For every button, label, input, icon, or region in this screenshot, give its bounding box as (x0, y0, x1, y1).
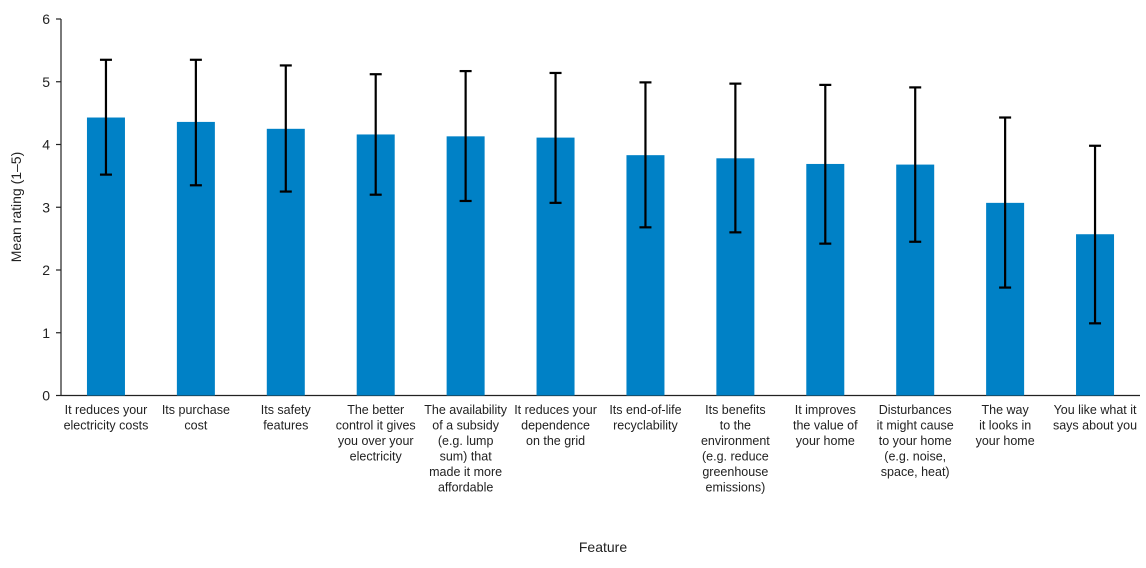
x-category-label: It improves the value of your home (793, 403, 858, 448)
x-category-label-line: recyclability (613, 419, 678, 433)
x-category-label-line: to the (720, 419, 751, 433)
x-category-label-line: It reduces your (514, 403, 597, 417)
x-category-label-line: sum) that (440, 450, 493, 464)
x-category-label-line: space, heat) (881, 465, 950, 479)
x-category-label-line: greenhouse (702, 465, 768, 479)
error-bar (819, 83, 832, 245)
y-axis-title: Mean rating (1–5) (8, 152, 24, 263)
x-category-label-line: Disturbances (879, 403, 952, 417)
x-category-label-line: The better (347, 403, 404, 417)
x-category-label-line: The availability (424, 403, 507, 417)
error-bar (549, 71, 562, 204)
x-category-label-line: on the grid (526, 434, 585, 448)
x-category-label-line: you over your (338, 434, 414, 448)
x-category-label: The availability of a subsidy (e.g. lump su… (424, 403, 507, 495)
x-category-label: Its safety features (261, 403, 312, 433)
error-bar (189, 58, 202, 187)
x-category-label: Its benefits to the environment (e.g. reduc… (701, 403, 770, 495)
x-category-label: Its end-of-life recyclability (609, 403, 681, 433)
error-bar (279, 64, 292, 193)
x-category-label-line: dependence (521, 419, 590, 433)
error-bar (999, 116, 1012, 289)
x-category-label-line: it looks in (979, 419, 1031, 433)
x-category-label-line: electricity (350, 450, 403, 464)
x-category-label: It reduces your electricity costs (64, 403, 149, 433)
x-category-label-line: Its end-of-life (609, 403, 681, 417)
error-bar (99, 58, 112, 176)
x-category-label-line: (e.g. noise, (884, 450, 946, 464)
x-category-label-line: (e.g. reduce (702, 450, 769, 464)
error-bar (909, 86, 922, 243)
x-category-label-line: to your home (879, 434, 952, 448)
x-category-label: You like what it says about you (1053, 403, 1137, 433)
x-category-label-line: Its safety (261, 403, 312, 417)
x-category-label-line: (e.g. lump (438, 434, 494, 448)
x-category-label: Disturbances it might cause to your home (e… (877, 403, 954, 479)
x-category-label-line: control it gives (336, 419, 416, 433)
error-bar (459, 69, 472, 203)
x-category-label-line: says about you (1053, 419, 1137, 433)
x-category-label-line: You like what it (1054, 403, 1137, 417)
x-category-label-line: your home (976, 434, 1035, 448)
x-category-label: The way it looks in your home (976, 403, 1035, 448)
x-category-label: The better control it gives you over your e… (336, 403, 416, 464)
error-bar (729, 82, 742, 234)
x-category-label-line: it might cause (877, 419, 954, 433)
x-axis-category-labels: It reduces your electricity costs Its purc… (64, 403, 1138, 495)
x-axis-title: Feature (579, 539, 627, 555)
y-axis-ticks: 0 1 2 3 4 5 6 (42, 11, 61, 404)
y-tick-label: 1 (42, 325, 50, 341)
x-category-label-line: Its benefits (705, 403, 765, 417)
x-category-label-line: your home (796, 434, 855, 448)
x-category-label-line: electricity costs (64, 419, 149, 433)
x-category-label-line: affordable (438, 481, 493, 495)
x-category-label-line: the value of (793, 419, 858, 433)
x-category-label-line: environment (701, 434, 770, 448)
bars-group (86, 117, 1115, 396)
error-bars-group (99, 58, 1102, 325)
y-tick-label: 0 (42, 388, 50, 404)
x-category-label-line: Its purchase (162, 403, 230, 417)
x-category-label-line: cost (184, 419, 207, 433)
y-tick-label: 4 (42, 137, 50, 153)
error-bar (639, 81, 652, 229)
x-category-label-line: It reduces your (65, 403, 148, 417)
y-tick-label: 6 (42, 11, 50, 27)
x-category-label-line: emissions) (706, 481, 766, 495)
x-category-label-line: of a subsidy (432, 419, 499, 433)
y-tick-label: 5 (42, 74, 50, 90)
x-category-label: Its purchase cost (162, 403, 230, 433)
y-tick-label: 3 (42, 199, 50, 215)
x-category-label-line: It improves (795, 403, 856, 417)
error-bar (369, 73, 382, 196)
x-category-label: It reduces your dependence on the grid (514, 403, 597, 448)
error-bar (1089, 144, 1102, 325)
y-tick-label: 2 (42, 262, 50, 278)
x-category-label-line: made it more (429, 465, 502, 479)
x-category-label-line: features (263, 419, 308, 433)
x-category-label-line: The way (982, 403, 1030, 417)
